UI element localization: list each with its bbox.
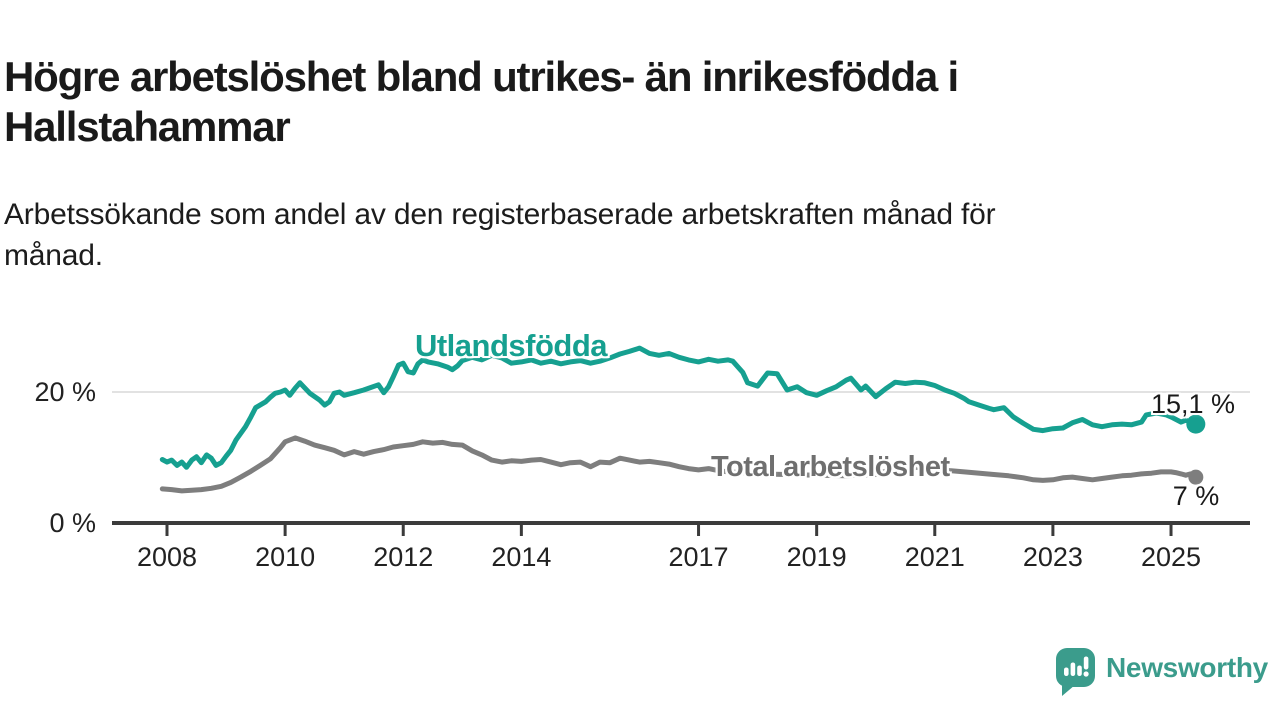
x-tick-label-2023: 2023	[1023, 542, 1083, 572]
end-value-label-total: 7 %	[1172, 481, 1220, 511]
title-line-2: Hallstahammar	[4, 103, 291, 151]
subtitle-line-1: Arbetssökande som andel av den registerb…	[4, 198, 996, 231]
x-tick-label-2010: 2010	[255, 542, 315, 572]
end-dot-utlandsfodda	[1186, 414, 1206, 434]
newsworthy-logo[interactable]: Newsworthy	[1056, 648, 1268, 696]
chart-subtitle: Arbetssökande som andel av den registerb…	[4, 194, 1154, 276]
line-utlandsfodda	[159, 345, 1199, 470]
end-dot-total-arbetsloshet	[1188, 469, 1204, 485]
newsworthy-bubble-icon	[1056, 648, 1095, 696]
x-tick-label-2012: 2012	[373, 542, 433, 572]
bar-chart-exclamation-icon	[1064, 656, 1089, 677]
y-tick-label-20: 20 %	[34, 377, 96, 407]
x-tick-label-2025: 2025	[1141, 542, 1201, 572]
line-total-arbetsloshet	[159, 435, 1199, 494]
series-label-utlandsfodda: Utlandsfödda	[414, 328, 608, 363]
x-tick-label-2017: 2017	[669, 542, 729, 572]
x-tick-label-2014: 2014	[491, 542, 551, 572]
x-tick-label-2021: 2021	[905, 542, 965, 572]
x-tick-label-2008: 2008	[137, 542, 197, 572]
x-tick-label-2019: 2019	[787, 542, 847, 572]
newsworthy-wordmark: Newsworthy	[1106, 651, 1268, 683]
y-tick-label-0: 0 %	[49, 508, 96, 538]
subtitle-line-2: månad.	[4, 239, 103, 272]
page-title: Högre arbetslöshet bland utrikes- än inr…	[4, 52, 1244, 152]
title-line-1: Högre arbetslöshet bland utrikes- än inr…	[4, 53, 959, 101]
end-value-label-utlandsfodda: 15,1 %	[1150, 389, 1235, 419]
series-label-total-arbetsloshet: Total arbetslöshet	[711, 451, 950, 483]
